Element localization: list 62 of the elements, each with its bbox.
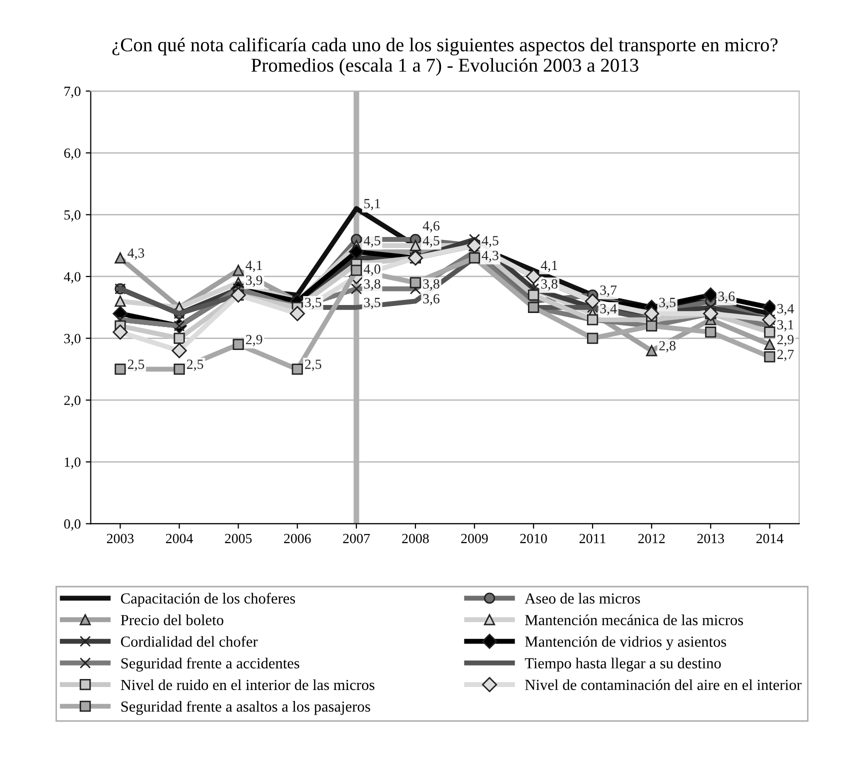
data-label: 3,4 — [777, 304, 794, 316]
data-label: 5,1 — [364, 198, 380, 210]
legend-label: Aseo de las micros — [524, 592, 640, 604]
data-label: 3,1 — [777, 320, 794, 332]
legend-label: Seguridad frente a accidentes — [121, 658, 300, 672]
legend-label: Tiempo hasta llegar a su destino — [524, 658, 721, 672]
x-tick-label: 2012 — [638, 534, 665, 544]
data-label: 4,3 — [482, 250, 498, 262]
y-tick-label: 4,0 — [64, 272, 80, 284]
data-label: 3,5 — [364, 298, 380, 310]
x-tick-label: 2007 — [343, 534, 370, 544]
x-tick-label: 2014 — [756, 534, 784, 544]
data-label: 3,6 — [423, 294, 440, 306]
y-tick-label: 2,0 — [64, 396, 80, 408]
x-tick-label: 2013 — [697, 534, 724, 544]
data-label: 2,5 — [186, 360, 204, 371]
data-label: 4,5 — [364, 236, 380, 248]
x-tick-label: 2010 — [520, 534, 547, 544]
y-tick-label: 7,0 — [64, 86, 80, 98]
legend-label: Seguridad frente a asaltos a los pasajeros — [121, 700, 370, 715]
data-label: 3,5 — [305, 298, 322, 310]
data-label: 3,8 — [541, 279, 558, 291]
data-label: 4,1 — [246, 260, 262, 272]
data-label: 2,8 — [659, 341, 676, 352]
data-label: 3,7 — [600, 285, 617, 297]
legend-label: Nivel de contaminación del aire en el interior — [525, 679, 802, 690]
x-tick-label: 2005 — [225, 534, 252, 544]
y-tick-label: 6,0 — [64, 148, 80, 160]
data-label: 4,5 — [422, 236, 440, 248]
data-label: 3,4 — [600, 304, 617, 316]
data-label: 3,9 — [246, 276, 262, 287]
data-label: 2,7 — [777, 350, 794, 362]
legend-label: Precio del boleto — [120, 614, 224, 626]
x-tick-label: 2004 — [166, 534, 193, 544]
legend-label: Capacitación de los choferes — [121, 592, 296, 607]
x-tick-label: 2011 — [580, 534, 606, 544]
data-label: 4,5 — [482, 236, 498, 248]
data-label: 3,8 — [423, 279, 440, 291]
legend-label: Mantención de vidrios y asientos — [525, 636, 726, 650]
data-label: 4,6 — [422, 221, 440, 233]
legend-label: Mantención mecánica de las micros — [525, 614, 743, 626]
x-tick-label: 2006 — [284, 534, 311, 544]
data-label: 2,5 — [128, 360, 144, 371]
data-label: 2,9 — [246, 334, 262, 346]
y-tick-label: 3,0 — [64, 334, 80, 346]
y-tick-label: 0,0 — [64, 519, 80, 531]
data-label: 3,8 — [364, 279, 380, 291]
legend-label: Cordialidad del chofer — [121, 636, 258, 647]
y-tick-label: 5,0 — [64, 210, 80, 222]
data-label: 2,5 — [305, 360, 322, 371]
x-tick-label: 2003 — [106, 534, 134, 544]
x-tick-label: 2009 — [461, 534, 488, 544]
data-label: 4,3 — [128, 248, 144, 260]
x-tick-label: 2008 — [402, 534, 429, 544]
data-label: 3,5 — [659, 298, 676, 310]
data-label: 3,6 — [718, 292, 735, 303]
data-label: 2,9 — [777, 334, 794, 346]
y-tick-label: 1,0 — [64, 457, 80, 469]
data-label: 4,1 — [540, 260, 558, 272]
legend-label: Nivel de ruido en el interior de las micros — [120, 679, 374, 690]
chart-title: ¿Con qué nota calificaría cada uno de los siguientes aspectos del transporte en micro? Promedios (escala 1 a 7) - Evolución 2003 a 2013 — [112, 38, 778, 76]
data-label: 4,0 — [364, 264, 380, 276]
